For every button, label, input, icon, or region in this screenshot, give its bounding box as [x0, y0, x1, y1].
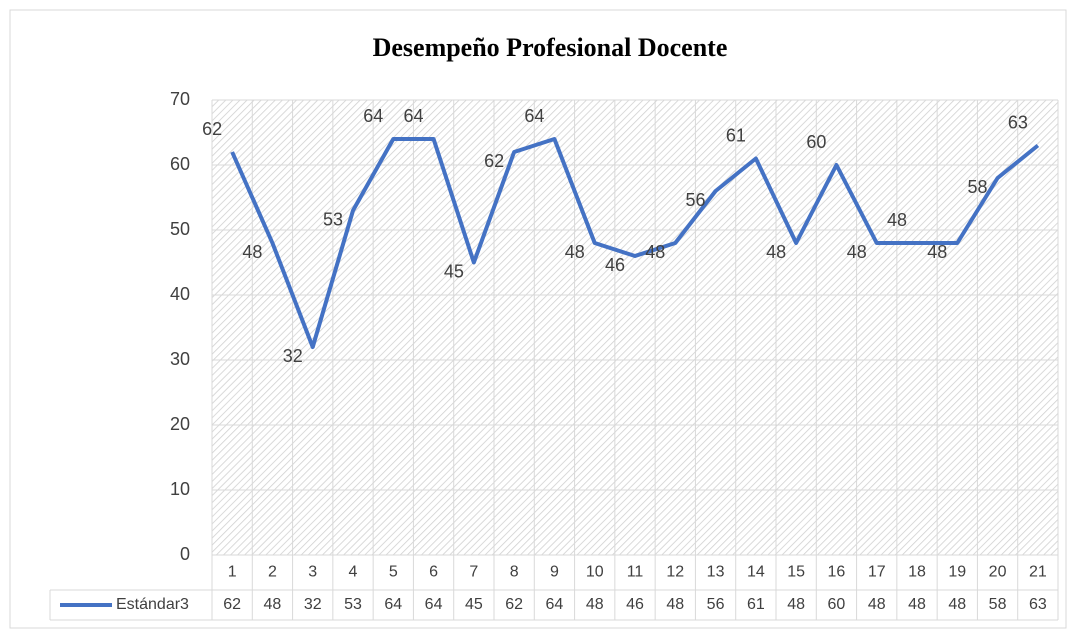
legend-label: Estándar3: [116, 596, 189, 613]
y-tick-label: 30: [170, 349, 190, 369]
x-tick-label: 14: [747, 564, 765, 581]
data-label: 32: [283, 346, 303, 366]
data-label: 46: [605, 255, 625, 275]
x-tick-label: 4: [349, 564, 358, 581]
x-tick-label: 15: [787, 564, 805, 581]
data-label: 48: [847, 242, 867, 262]
data-label: 48: [766, 242, 786, 262]
y-tick-label: 20: [170, 414, 190, 434]
data-label: 48: [927, 242, 947, 262]
x-tick-label: 11: [627, 564, 644, 581]
y-tick-label: 50: [170, 219, 190, 239]
y-tick-label: 70: [170, 89, 190, 109]
table-value: 48: [264, 596, 282, 613]
x-tick-label: 10: [586, 564, 604, 581]
data-label: 48: [565, 242, 585, 262]
plot-area: [212, 100, 1058, 555]
table-value: 48: [868, 596, 886, 613]
table-value: 48: [666, 596, 684, 613]
x-tick-label: 17: [868, 564, 886, 581]
data-label: 58: [968, 177, 988, 197]
table-value: 46: [626, 596, 644, 613]
table-value: 61: [747, 596, 765, 613]
x-tick-label: 1: [228, 564, 237, 581]
table-value: 64: [425, 596, 443, 613]
data-label: 64: [404, 106, 424, 126]
data-label: 53: [323, 209, 343, 229]
table-value: 48: [948, 596, 966, 613]
table-value: 32: [304, 596, 322, 613]
table-value: 48: [586, 596, 604, 613]
x-tick-label: 20: [989, 564, 1007, 581]
data-label: 64: [363, 106, 383, 126]
y-tick-label: 40: [170, 284, 190, 304]
table-value: 64: [384, 596, 402, 613]
table-value: 48: [908, 596, 926, 613]
table-value: 45: [465, 596, 483, 613]
x-tick-label: 7: [469, 564, 478, 581]
y-tick-label: 60: [170, 154, 190, 174]
data-label: 63: [1008, 112, 1028, 132]
x-tick-label: 8: [510, 564, 519, 581]
x-tick-label: 21: [1029, 564, 1047, 581]
x-tick-label: 5: [389, 564, 398, 581]
x-tick-label: 16: [828, 564, 846, 581]
x-tick-label: 6: [429, 564, 438, 581]
data-label: 48: [645, 242, 665, 262]
x-tick-label: 3: [308, 564, 317, 581]
data-label: 62: [202, 119, 222, 139]
table-value: 56: [707, 596, 725, 613]
x-tick-label: 2: [268, 564, 277, 581]
table-value: 63: [1029, 596, 1047, 613]
x-tick-label: 9: [550, 564, 559, 581]
data-label: 45: [444, 261, 464, 281]
data-label: 62: [484, 151, 504, 171]
y-tick-label: 0: [180, 544, 190, 564]
table-value: 58: [989, 596, 1007, 613]
table-value: 53: [344, 596, 362, 613]
data-label: 48: [887, 210, 907, 230]
y-tick-label: 10: [170, 479, 190, 499]
x-tick-label: 12: [666, 564, 684, 581]
data-label: 56: [686, 190, 706, 210]
table-value: 60: [828, 596, 846, 613]
x-tick-label: 18: [908, 564, 926, 581]
data-label: 60: [806, 132, 826, 152]
x-tick-label: 19: [948, 564, 966, 581]
chart-title: Desempeño Profesional Docente: [373, 33, 728, 62]
series-line: [230, 137, 1040, 349]
table-value: 62: [223, 596, 241, 613]
table-value: 64: [546, 596, 564, 613]
x-tick-label: 13: [707, 564, 725, 581]
table-value: 48: [787, 596, 805, 613]
data-label: 48: [242, 242, 262, 262]
data-label: 64: [524, 106, 544, 126]
table-value: 62: [505, 596, 523, 613]
data-label: 61: [726, 125, 746, 145]
